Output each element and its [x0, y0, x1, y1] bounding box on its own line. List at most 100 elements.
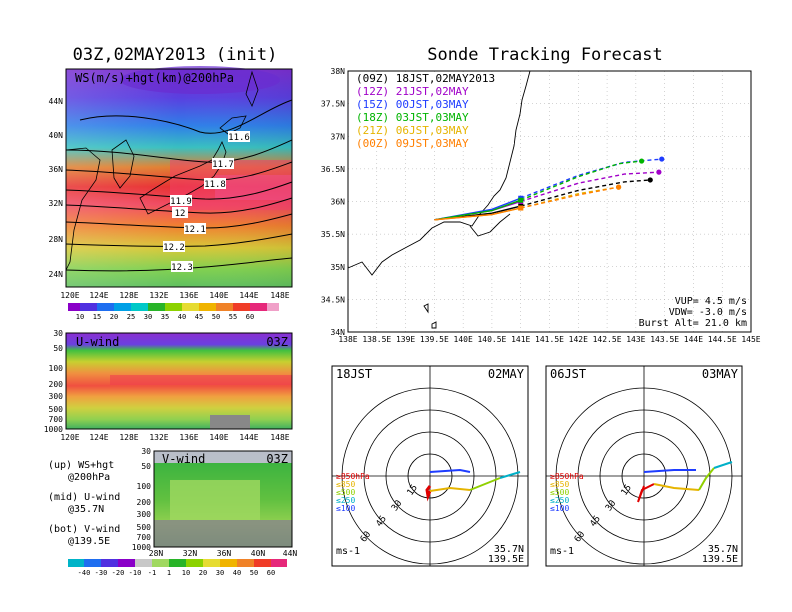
left-title: 03Z,02MAY2013 (init)	[73, 45, 278, 65]
colorbar-tick: 60	[267, 569, 275, 577]
v-weak-region	[170, 480, 260, 520]
legend-entry: (21Z) 06JST,03MAY	[356, 124, 469, 137]
lon-tick: 145E	[741, 335, 760, 344]
ws-map-panel: 11.6 11.7 11.8 11.9 12 12.1 12.2 12.3 WS…	[49, 66, 293, 321]
lon-tick: 128E	[119, 433, 138, 442]
contour-labels: 11.6 11.7 11.8 11.9 12 12.1 12.2 12.3	[163, 131, 250, 273]
hodo-lat: 35.7N	[494, 544, 524, 555]
p-tick: 500	[49, 405, 64, 414]
hodo-trace	[713, 461, 733, 469]
colorbar-tick: 10	[76, 313, 84, 321]
hodo-trace	[637, 483, 655, 503]
colorbar-tick: 30	[216, 569, 224, 577]
sonde-tracks	[434, 156, 665, 221]
contour-label: 12	[175, 209, 186, 219]
u-core	[110, 375, 292, 385]
lon-tick: 140E	[209, 291, 228, 300]
p-tick: 50	[53, 344, 63, 353]
lon-tick: 141.5E	[535, 335, 564, 344]
lat-tick: 32N	[183, 549, 198, 558]
lon-tick: 139E	[396, 335, 415, 344]
param-line: VDW= -3.0 m/s	[669, 307, 747, 318]
boso-coastline	[469, 213, 511, 237]
p-tick: 30	[141, 447, 151, 456]
param-line: VUP= 4.5 m/s	[675, 296, 747, 307]
hodo-level-label: ≤100	[550, 504, 569, 513]
lon-tick: 138.5E	[362, 335, 391, 344]
lon-tick: 132E	[149, 291, 168, 300]
note-line: @200hPa	[68, 472, 110, 483]
lon-tick: 144E	[239, 291, 258, 300]
lat-tick: 34.5N	[321, 295, 345, 304]
p-tick: 100	[49, 364, 64, 373]
lon-tick: 142E	[569, 335, 588, 344]
track-legend: (09Z) 18JST,02MAY2013 (12Z) 21JST,02MAY …	[352, 72, 514, 150]
note-line: (bot) V-wind	[48, 524, 120, 535]
colorbar-tick: 55	[229, 313, 237, 321]
lat-tick: 24N	[49, 270, 64, 279]
p-tick: 1000	[132, 543, 151, 552]
hodo-time: 18JST	[336, 367, 372, 381]
lat-tick: 38N	[331, 67, 346, 76]
ws-panel-label: WS(m/s)+hgt(km)@200hPa	[75, 71, 234, 85]
hodo-date: 02MAY	[488, 367, 525, 381]
lon-tick: 144E	[684, 335, 703, 344]
lon-tick: 148E	[270, 291, 289, 300]
hodo-level-label: ≥850hPa	[336, 472, 370, 481]
lon-tick: 140.5E	[477, 335, 506, 344]
v-wind-panel: V-wind 03Z 30 50 100 200 300 500 700 100…	[68, 447, 297, 577]
panel-notes: (up) WS+hgt @200hPa (mid) U-wind @35.7N …	[48, 460, 120, 547]
colorbar-tick: 50	[212, 313, 220, 321]
track-lon-ticks: 138E 138.5E 139E 139.5E 140E 140.5E 141E 141.5E…	[338, 335, 760, 344]
hodo-date: 03MAY	[702, 367, 739, 381]
p-tick: 300	[137, 510, 152, 519]
izu-island	[423, 303, 429, 314]
burst-marker	[518, 205, 524, 211]
colorbar-tick: 45	[195, 313, 203, 321]
v-terrain	[154, 520, 292, 547]
lon-tick: 141E	[511, 335, 530, 344]
landing-marker	[639, 158, 645, 164]
param-line: Burst Alt= 21.0 km	[639, 318, 747, 329]
ws-colorbar: 10 15 20 25 30 35 40 45 50 55 60	[68, 303, 279, 321]
lat-tick: 35.5N	[321, 230, 345, 239]
v-panel-time: 03Z	[266, 452, 288, 466]
hokkaido-coastline	[219, 115, 247, 135]
lat-tick: 44N	[49, 97, 64, 106]
track-descent	[520, 171, 659, 203]
p-tick: 1000	[44, 425, 63, 434]
legend-entry: (12Z) 21JST,02MAY	[356, 85, 469, 98]
burst-marker	[518, 197, 524, 203]
hodo-unit: ms-1	[336, 546, 360, 557]
landing-marker	[615, 184, 622, 190]
track-descent	[520, 160, 642, 201]
izu-island	[431, 321, 437, 329]
u-panel-time: 03Z	[266, 335, 288, 349]
note-line: @35.7N	[68, 504, 104, 515]
sakhalin-coastline	[245, 70, 259, 107]
u-wind-panel: U-wind 03Z 30 50 100 200 300 500 700 100…	[44, 329, 293, 442]
lon-tick: 124E	[89, 291, 108, 300]
contour-label: 11.7	[212, 160, 234, 170]
colorbar-tick: 60	[246, 313, 254, 321]
u-lon-ticks: 120E 124E 128E 132E 136E 140E 144E 148E	[60, 433, 289, 442]
hodo-lon: 139.5E	[488, 554, 524, 565]
u-p-ticks: 30 50 100 200 300 500 700 1000	[44, 329, 63, 434]
colorbar-tick: 35	[161, 313, 169, 321]
colorbar-tick: 40	[178, 313, 186, 321]
contour-label: 12.2	[163, 243, 185, 253]
contour-label: 11.8	[204, 180, 226, 190]
u-terrain	[210, 415, 250, 429]
p-tick: 200	[137, 498, 152, 507]
hodo-lat: 35.7N	[708, 544, 738, 555]
china-coastline	[65, 147, 101, 271]
hodo-level-label: ≤850	[336, 480, 355, 489]
hodo-lon: 139.5E	[702, 554, 738, 565]
lat-tick: 40N	[251, 549, 266, 558]
colorbar-tick: 50	[250, 569, 258, 577]
legend-entry: (18Z) 03JST,03MAY	[356, 111, 469, 124]
contour-label: 11.6	[228, 133, 250, 143]
colorbar-tick: 1	[167, 569, 171, 577]
